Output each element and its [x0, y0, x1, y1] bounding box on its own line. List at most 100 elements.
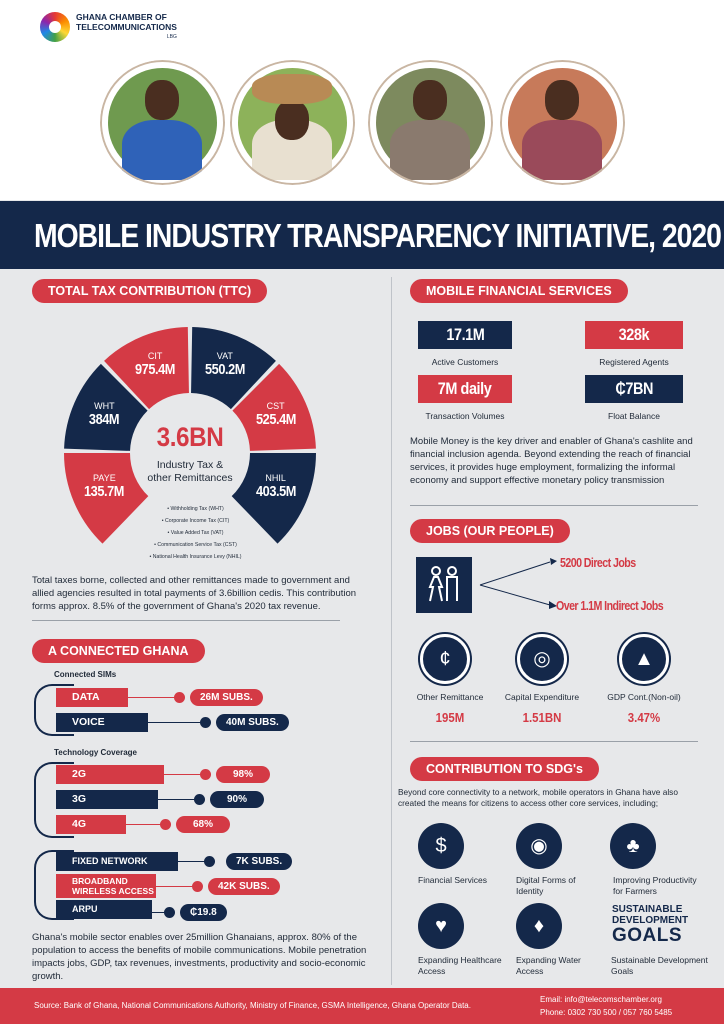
2g-dot [200, 769, 211, 780]
direct-jobs: 5200 Direct Jobs [560, 555, 636, 570]
stat-value: 3.47% [627, 710, 661, 725]
stethoscope-icon: ♥ [418, 903, 464, 949]
org-name-line1: GHANA CHAMBER OF [76, 12, 167, 22]
mfs-description: Mobile Money is the key driver and enabl… [410, 436, 693, 486]
bwa-value-tag: 42K SUBS. [208, 878, 280, 895]
legend-item: • Withholding Tax (WHT) [167, 506, 224, 512]
data-bar: DATA [56, 688, 128, 707]
divider-line [410, 741, 698, 742]
segment-key: CIT [147, 350, 163, 361]
photo-woman-carrying-load [230, 60, 355, 185]
donut-segment-cit [104, 327, 189, 410]
page-title: MOBILE INDUSTRY TRANSPARENCY INITIATIVE,… [34, 217, 722, 254]
2g-value-tag: 98% [216, 766, 270, 783]
segment-key: CST [266, 400, 285, 411]
sdg-caption: Improving Productivity for Farmers [613, 875, 697, 896]
stat-label: Capital Expenditure [504, 692, 580, 702]
segment-key: VAT [216, 350, 233, 361]
3g-dot [194, 794, 205, 805]
2g-bar: 2G [56, 765, 164, 784]
ttc-legend: • Withholding Tax (WHT) • Corporate Inco… [128, 503, 263, 563]
water-tap-icon: ♦ [516, 903, 562, 949]
fixed-network-bar: FIXED NETWORK [56, 852, 178, 871]
sdg-caption: Expanding Water Access [516, 955, 581, 976]
voice-value-tag: 40M SUBS. [216, 714, 289, 731]
data-dot [174, 692, 185, 703]
footer: Source: Bank of Ghana, National Communic… [0, 988, 724, 1024]
ttc-donut-chart [63, 327, 316, 544]
sdg-caption: Digital Forms of Identity [516, 875, 576, 896]
voice-dot [200, 717, 211, 728]
donut-segment-wht [64, 363, 148, 451]
photo-woman-stall [500, 60, 625, 185]
sims-bracket [34, 684, 74, 736]
divider-line [410, 505, 698, 506]
connected-heading: A CONNECTED GHANA [32, 639, 205, 663]
bwa-bar: BROADBAND WIRELESS ACCESS [56, 874, 156, 898]
segment-label-cit: CIT 975.4M [120, 351, 190, 378]
active-customers-label: Active Customers [431, 357, 499, 367]
4g-value-tag: 68% [176, 816, 230, 833]
photo-man-phone [100, 60, 225, 185]
3g-value-tag: 90% [210, 791, 264, 808]
indirect-jobs: Over 1.1M Indirect Jobs [556, 598, 664, 613]
fixed-dot [204, 856, 215, 867]
registered-agents-box: 328k [585, 321, 683, 349]
float-balance-box: ₵7BN [585, 375, 683, 403]
segment-label-nhil: NHIL 403.5M [241, 473, 311, 500]
legend-item: • Communication Service Tax (CST) [154, 542, 237, 548]
segment-label-paye: PAYE 135.7M [69, 473, 139, 500]
segment-key: NHIL [265, 473, 286, 484]
sdg-caption: Sustainable Development Goals [611, 955, 708, 976]
ttc-description: Total taxes borne, collected and other r… [32, 575, 357, 612]
gdp-chart-icon: ▲ [619, 634, 669, 684]
stat-label: Other Remittance [416, 692, 484, 702]
segment-key: PAYE [93, 473, 116, 484]
arpu-value-tag: ₵19.8 [180, 904, 227, 921]
stat-value: 195M [435, 710, 465, 725]
contact-email: Email: info@telecomschamber.org [540, 995, 662, 1004]
segment-value: 135.7M [84, 483, 125, 501]
sims-label: Connected SIMs [54, 670, 117, 679]
stat-value: 1.51BN [522, 710, 562, 725]
fixed-value-tag: 7K SUBS. [226, 853, 293, 870]
ttc-center-subtitle: Industry Tax & other Remittances [147, 459, 233, 484]
segment-label-wht: WHT 384M [69, 401, 139, 428]
registered-agents-label: Registered Agents [599, 357, 669, 367]
arpu-bar: ARPU [56, 900, 152, 919]
arpu-dot [164, 907, 175, 918]
remittance-icon: ¢ [420, 634, 470, 684]
divider-line [32, 620, 340, 621]
jobs-arrows [479, 558, 557, 609]
float-balance-label: Float Balance [608, 411, 660, 421]
sdg-intro: Beyond core connectivity to a network, m… [398, 787, 678, 808]
coverage-bracket [34, 762, 74, 838]
financial-services-icon: $ [418, 823, 464, 869]
logo-ring-icon [40, 12, 70, 42]
active-customers-box: 17.1M [418, 321, 512, 349]
sdg-caption: Expanding Healthcare Access [418, 955, 502, 976]
org-name-line2: TELECOMMUNICATIONS [76, 22, 177, 32]
transaction-volumes-box: 7M daily [418, 375, 512, 403]
donut-segment-paye [63, 453, 149, 544]
column-divider [391, 277, 392, 985]
capex-medal-icon: ◎ [517, 634, 567, 684]
donut-segment-nhil [231, 453, 316, 544]
title-banner: MOBILE INDUSTRY TRANSPARENCY INITIATIVE,… [0, 201, 724, 269]
segment-value: 975.4M [135, 360, 176, 378]
segment-label-vat: VAT 550.2M [190, 351, 260, 378]
3g-bar: 3G [56, 790, 158, 809]
donut-segment-vat [191, 327, 276, 410]
segment-label-cst: CST 525.4M [241, 401, 311, 428]
farming-icon: ♣ [610, 823, 656, 869]
source-text: Source: Bank of Ghana, National Communic… [34, 1001, 471, 1010]
segment-key: WHT [94, 400, 115, 411]
4g-bar: 4G [56, 815, 126, 834]
4g-dot [160, 819, 171, 830]
jobs-heading: JOBS (OUR PEOPLE) [410, 519, 570, 543]
bwa-dot [192, 881, 203, 892]
chamber-logo: GHANA CHAMBER OF TELECOMMUNICATIONS LBG [40, 12, 177, 42]
header: GHANA CHAMBER OF TELECOMMUNICATIONS LBG [0, 0, 724, 200]
legend-item: • Corporate Income Tax (CIT) [161, 518, 230, 524]
coverage-label: Technology Coverage [54, 748, 137, 757]
